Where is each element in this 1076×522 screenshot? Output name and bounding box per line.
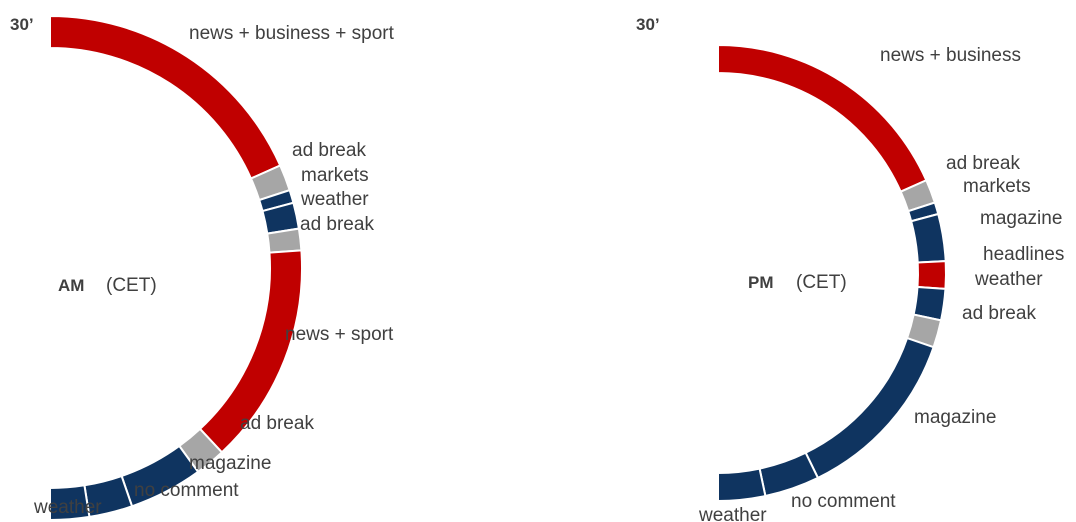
am-label-weather-2: weather [33, 497, 102, 518]
pm-title: PM [748, 273, 774, 292]
pm-marker: 30’ [636, 15, 660, 34]
pm-segment-news-business [717, 43, 928, 193]
pm-segment-headlines [916, 260, 947, 290]
pm-label-magazine-1: magazine [980, 208, 1062, 229]
pm-segment-weather [717, 467, 767, 503]
am-subtitle: (CET) [106, 275, 157, 296]
am-title: AM [58, 276, 84, 295]
pm-label-headlines: headlines [983, 244, 1064, 265]
pm-label-ad-break-2: ad break [962, 303, 1036, 324]
am-marker: 30’ [10, 15, 34, 34]
am-schedule-wheel: 30’ AM (CET) news + business + sport ad … [10, 14, 395, 522]
pm-schedule-wheel: 30’ PM (CET) news + business ad break ma… [636, 15, 1064, 522]
pm-label-ad-break-1: ad break [946, 153, 1020, 174]
am-segments [49, 14, 303, 522]
pm-label-news-business: news + business [880, 45, 1021, 66]
am-label-ad-break-2: ad break [300, 214, 374, 235]
pm-label-markets: markets [963, 176, 1031, 197]
pm-label-no-comment: no comment [791, 491, 896, 512]
am-segment-weather [49, 484, 91, 522]
pm-segments [717, 43, 947, 503]
pm-subtitle: (CET) [796, 272, 847, 293]
pm-label-magazine-2: magazine [914, 407, 996, 428]
am-label-weather-1: weather [300, 189, 369, 210]
pm-segment-no-comment [758, 451, 820, 498]
am-label-news-sport: news + sport [285, 324, 394, 345]
pm-label-weather-1: weather [974, 269, 1043, 290]
pm-segment-magazine [909, 212, 947, 264]
am-label-markets: markets [301, 165, 369, 186]
am-label-ad-break-1: ad break [292, 140, 366, 161]
am-label-news-business-sport: news + business + sport [189, 23, 395, 44]
am-label-magazine: magazine [189, 453, 271, 474]
am-label-ad-break-3: ad break [240, 413, 314, 434]
am-label-no-comment: no comment [134, 480, 239, 501]
pm-label-weather-2: weather [698, 505, 767, 522]
am-segment-ad-break [266, 227, 303, 254]
